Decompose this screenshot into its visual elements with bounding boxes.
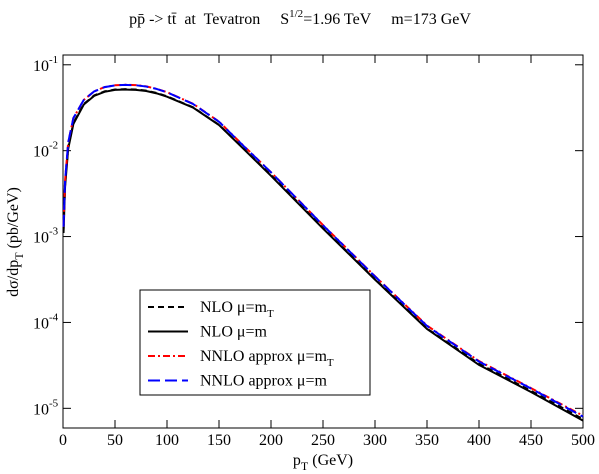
y-tick-label: 10-5 bbox=[33, 397, 59, 418]
y-tick-label: 10-2 bbox=[33, 140, 58, 161]
legend-name: NNLO approx μ=m bbox=[200, 348, 327, 365]
legend-subscript: T bbox=[327, 357, 334, 369]
y-label-unit: (pb/GeV) bbox=[5, 187, 22, 252]
x-tick-label: 250 bbox=[311, 432, 335, 449]
y-tick-label: 10-3 bbox=[33, 226, 59, 247]
x-tick-label: 350 bbox=[415, 432, 439, 449]
y-tick-exponent: -5 bbox=[49, 397, 59, 409]
legend-subscript: T bbox=[267, 308, 274, 320]
y-tick-base: 10 bbox=[33, 315, 49, 332]
legend-name: NLO μ=m bbox=[200, 324, 267, 341]
x-label-text: p bbox=[293, 452, 301, 469]
x-tick-label: 150 bbox=[207, 432, 231, 449]
x-tick-label: 0 bbox=[59, 432, 67, 449]
y-axis-label: dσ/dpT (pb/GeV) bbox=[5, 187, 26, 297]
title-energy-sup: 1/2 bbox=[289, 8, 303, 20]
title-energy: S bbox=[280, 11, 289, 28]
legend-label: NNLO approx μ=mT bbox=[200, 348, 334, 369]
y-tick-exponent: -2 bbox=[49, 140, 58, 152]
title-process: pp̄ -> tt̄ at Tevatron bbox=[129, 11, 260, 28]
series-line bbox=[62, 83, 584, 418]
x-tick-label: 50 bbox=[107, 432, 123, 449]
x-label-sub: T bbox=[301, 459, 309, 473]
legend-name: NLO μ=m bbox=[200, 299, 267, 316]
y-label-sub: T bbox=[12, 252, 26, 260]
title-mass: m=173 GeV bbox=[391, 11, 471, 28]
x-label-unit: (GeV) bbox=[308, 452, 353, 469]
y-tick-exponent: -4 bbox=[49, 311, 59, 323]
x-axis-label: pT (GeV) bbox=[293, 452, 353, 473]
legend-label: NLO μ=m bbox=[200, 324, 267, 341]
x-tick-label: 500 bbox=[571, 432, 595, 449]
y-tick-label: 10-4 bbox=[33, 311, 59, 332]
y-tick-base: 10 bbox=[33, 230, 49, 247]
legend-label: NLO μ=mT bbox=[200, 299, 274, 320]
x-tick-label: 450 bbox=[519, 432, 543, 449]
x-tick-label: 200 bbox=[259, 432, 283, 449]
title-energy-value: =1.96 TeV bbox=[303, 11, 371, 28]
y-tick-label: 10-1 bbox=[33, 54, 58, 75]
legend-name: NNLO approx μ=m bbox=[200, 373, 327, 390]
legend-label: NNLO approx μ=m bbox=[200, 373, 327, 390]
y-tick-exponent: -1 bbox=[49, 54, 58, 66]
chart-title: pp̄ -> tt̄ at Tevatron S1/2=1.96 TeV m=173… bbox=[129, 8, 471, 28]
y-tick-base: 10 bbox=[33, 58, 49, 75]
y-tick-base: 10 bbox=[33, 401, 49, 418]
x-tick-label: 100 bbox=[155, 432, 179, 449]
y-tick-base: 10 bbox=[33, 144, 49, 161]
y-tick-exponent: -3 bbox=[49, 226, 59, 238]
y-label-text: dσ/dp bbox=[5, 260, 22, 297]
x-tick-label: 300 bbox=[363, 432, 387, 449]
x-tick-label: 400 bbox=[467, 432, 491, 449]
series-line bbox=[62, 88, 584, 422]
